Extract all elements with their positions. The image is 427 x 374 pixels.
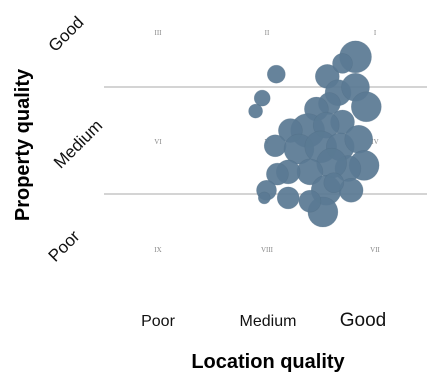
zone-label-i: I [374, 29, 377, 37]
x-tick-labels: Poor Medium Good [141, 310, 386, 331]
bubble-point [248, 103, 263, 119]
zone-label-vii: VII [370, 246, 380, 254]
y-tick-labels: Poor Medium Good [45, 13, 107, 266]
bubble-point [276, 186, 300, 210]
bubble-point [332, 53, 353, 74]
bubble-point [266, 162, 289, 186]
zone-label-vi: VI [154, 138, 162, 146]
bubble-point [253, 89, 271, 107]
y-tick-label-good: Good [45, 13, 88, 56]
bubble-point [263, 134, 287, 158]
zone-label-ii: II [265, 29, 270, 37]
zone-label-iv: IV [371, 138, 378, 146]
bubble-point [323, 172, 345, 193]
y-tick-label-medium: Medium [50, 116, 106, 172]
x-tick-label-medium: Medium [240, 313, 297, 330]
bubble-point [266, 64, 286, 84]
y-axis-title: Property quality [12, 68, 34, 221]
x-tick-label-good: Good [340, 310, 386, 331]
bubble-point [350, 91, 382, 123]
x-axis-title: Location quality [191, 351, 345, 373]
zone-label-ix: IX [154, 246, 161, 254]
y-tick-label-poor: Poor [45, 226, 84, 265]
bubble-series [248, 40, 382, 228]
bubble-point [298, 189, 322, 213]
bubble-point [344, 125, 374, 154]
x-tick-label-poor: Poor [141, 313, 175, 330]
zone-label-viii: VIII [261, 246, 274, 254]
bubble-point [257, 191, 271, 205]
zone-label-iii: III [155, 29, 163, 37]
